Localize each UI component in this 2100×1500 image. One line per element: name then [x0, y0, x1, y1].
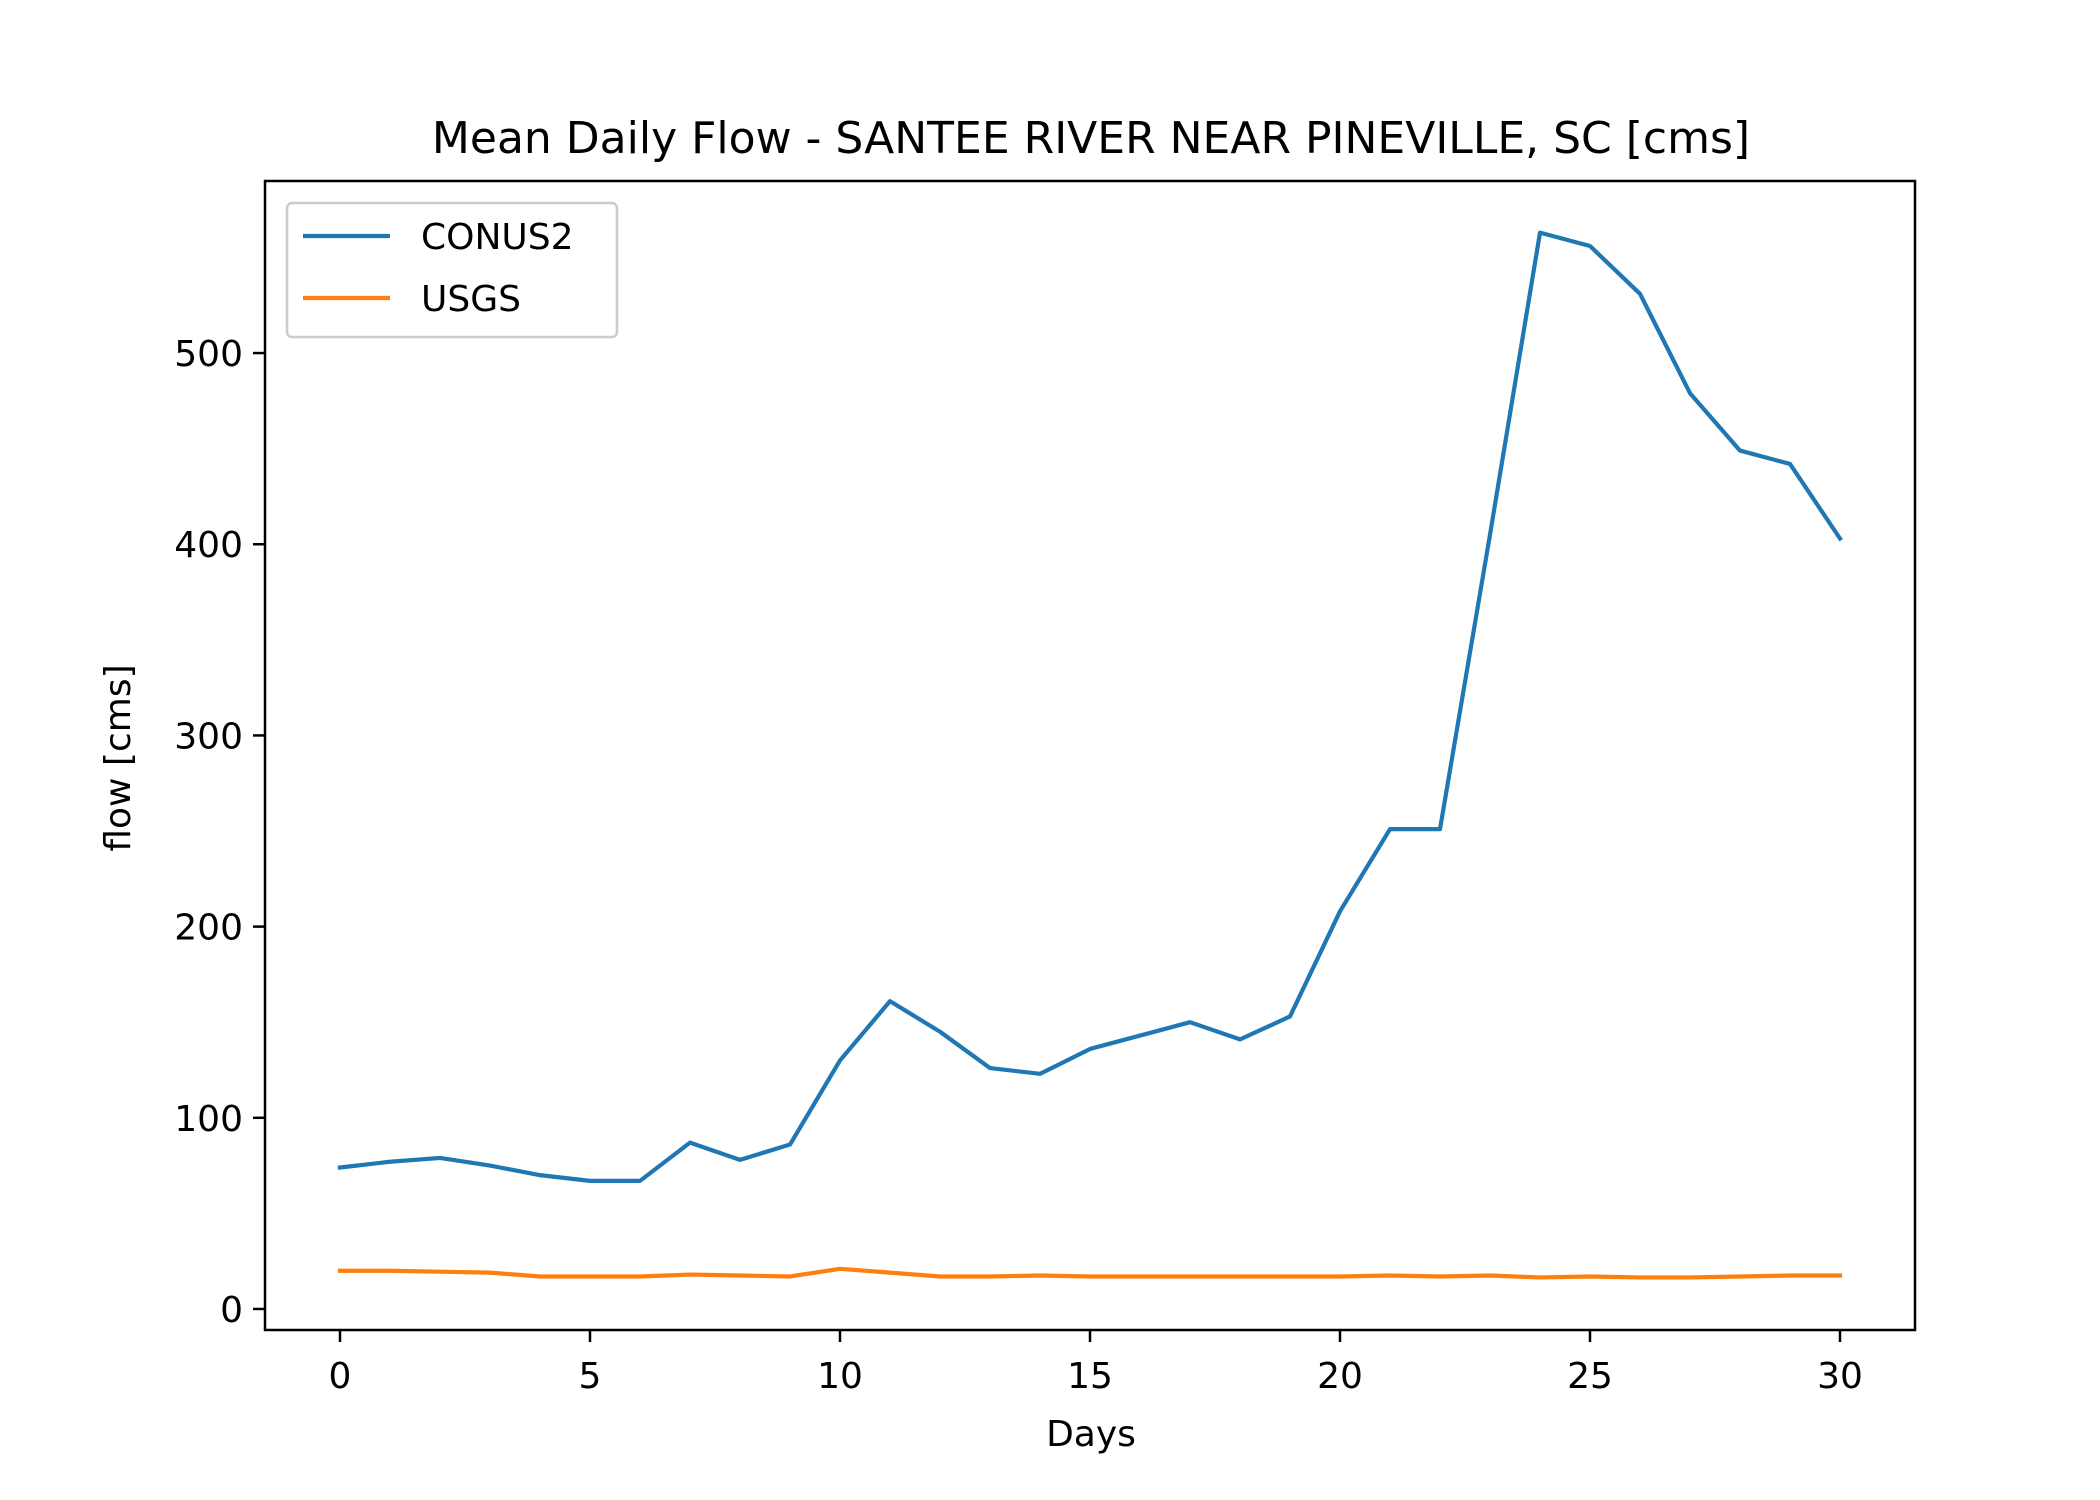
x-tick-label: 5 [579, 1356, 602, 1397]
x-tick-label: 25 [1567, 1356, 1613, 1397]
x-tick-label: 10 [817, 1356, 863, 1397]
x-tick-label: 15 [1067, 1356, 1113, 1397]
y-tick-label: 200 [174, 908, 243, 949]
y-tick-label: 300 [174, 716, 243, 757]
legend: CONUS2 USGS [285, 201, 619, 339]
y-tick-label: 0 [220, 1290, 243, 1331]
axes-frame [263, 179, 1917, 1332]
y-tick-label: 100 [174, 1099, 243, 1140]
x-axis-label: Days [1046, 1414, 1136, 1455]
series-line-usgs [337, 1266, 1843, 1280]
y-axis-label: flow [cms] [98, 664, 139, 851]
x-tick-label: 30 [1817, 1356, 1863, 1397]
legend-label-conus2: CONUS2 [421, 217, 574, 258]
x-tick-label: 20 [1317, 1356, 1363, 1397]
series-line-conus2 [337, 230, 1843, 1183]
legend-label-usgs: USGS [421, 279, 521, 320]
y-tick-label: 500 [174, 334, 243, 375]
y-tick-label: 400 [174, 525, 243, 566]
chart-title: Mean Daily Flow - SANTEE RIVER NEAR PINE… [432, 113, 1750, 164]
x-tick-label: 0 [329, 1356, 352, 1397]
